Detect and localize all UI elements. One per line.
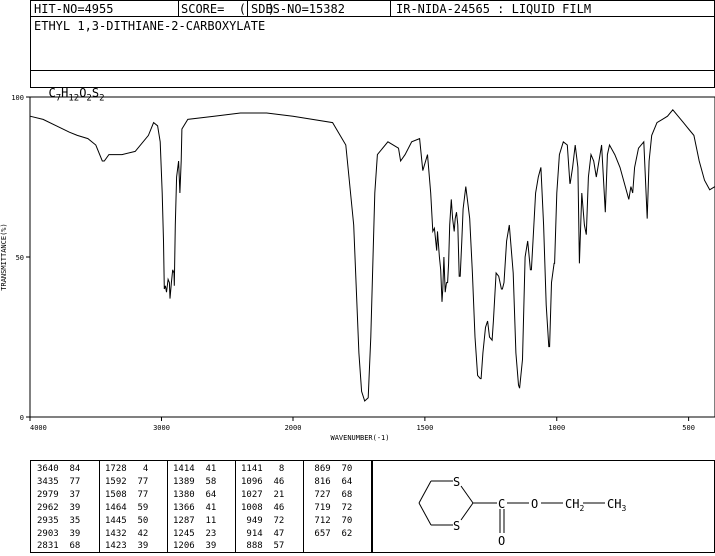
peak-entry: 1245 23 xyxy=(173,528,217,539)
peak-entry: 1414 41 xyxy=(173,464,217,474)
methylene-group: CH2 xyxy=(565,497,584,513)
peak-entry: 1508 77 xyxy=(105,489,149,500)
hit-number: HIT-NO=4955 xyxy=(34,2,114,16)
peak-column-1: 3640 84 3435 77 2979 37 2962 39 2935 35 2903 … xyxy=(37,463,80,553)
molecular-formula: C7H12O2S2 xyxy=(48,86,105,104)
methyl-group: CH3 xyxy=(607,497,626,513)
y-tick-label: 0 xyxy=(20,414,24,422)
peak-entry: 727 68 xyxy=(309,489,353,500)
peak-entry: 2903 39 xyxy=(37,528,81,539)
peak-entry xyxy=(309,540,352,553)
sulfur-atom-top: S xyxy=(453,475,460,489)
peak-table: 3640 84 3435 77 2979 37 2962 39 2935 35 2903 … xyxy=(30,460,372,553)
y-tick-label: 100 xyxy=(11,94,24,102)
x-axis-label: WAVENUMBER(-1) xyxy=(330,434,389,442)
peak-entry: 914 47 xyxy=(241,528,285,539)
peak-entry: 1366 41 xyxy=(173,502,217,513)
x-tick-label: 4000 xyxy=(30,424,47,432)
x-tick-label: 2000 xyxy=(285,424,302,432)
peak-entry: 1206 39 xyxy=(173,541,217,552)
compound-name: ETHYL 1,3-DITHIANE-2-CARBOXYLATE xyxy=(34,19,266,33)
peak-entry: 1592 77 xyxy=(105,476,149,487)
peak-entry: 816 64 xyxy=(309,476,353,487)
peak-column-3: 1414 41 1389 58 1380 64 1366 41 1287 11 1245 … xyxy=(173,463,216,553)
peak-entry: 2979 37 xyxy=(37,489,81,500)
carbon-atom: C xyxy=(498,497,505,511)
peak-entry: 949 72 xyxy=(241,515,285,526)
x-tick-label: 3000 xyxy=(153,424,170,432)
y-axis-label: TRANSMITTANCE(%) xyxy=(0,223,8,290)
plot-frame xyxy=(29,96,715,418)
oxygen-atom-ester: O xyxy=(531,497,538,511)
peak-entry: 1096 46 xyxy=(241,476,285,487)
peak-entry: 1027 21 xyxy=(241,489,285,500)
oxygen-atom-carbonyl: O xyxy=(498,534,505,548)
peak-entry: 888 57 xyxy=(241,541,285,552)
peak-entry: 2935 35 xyxy=(37,515,81,526)
x-tick-label: 1000 xyxy=(548,424,565,432)
peak-entry: 1464 59 xyxy=(105,502,149,513)
peak-entry: 1728 4 xyxy=(105,464,149,474)
peak-entry: 3435 77 xyxy=(37,476,81,487)
spectrum-line xyxy=(29,109,715,402)
peak-entry: 719 72 xyxy=(309,502,353,513)
ir-spectrum-chart: 4000 3000 2000 1500 1000 500 0 50 100 WAVENUMBE… xyxy=(0,94,715,442)
peak-entry: 1141 8 xyxy=(241,464,285,474)
sdbs-number: SDBS-NO=15382 xyxy=(251,2,345,16)
peak-entry: 2831 68 xyxy=(37,541,81,552)
molecule-structure: S S C O O CH2 CH3 xyxy=(418,475,626,548)
ir-nida-label: IR-NIDA-24565 : LIQUID FILM xyxy=(396,2,592,16)
x-tick-label: 1500 xyxy=(416,424,433,432)
score-field: SCORE= ( ) xyxy=(181,2,275,16)
peak-entry: 1423 39 xyxy=(105,541,149,552)
peak-entry: 657 62 xyxy=(309,528,353,539)
peak-entry: 1389 58 xyxy=(173,476,217,487)
peak-entry: 3640 84 xyxy=(37,464,81,474)
peak-entry: 2962 39 xyxy=(37,502,81,513)
peak-column-2: 1728 4 1592 77 1508 77 1464 59 1445 50 1432 4… xyxy=(105,463,148,553)
peak-column-4: 1141 8 1096 46 1027 21 1008 46 949 72 914 4… xyxy=(241,463,284,553)
peak-entry: 1008 46 xyxy=(241,502,285,513)
peak-entry: 1445 50 xyxy=(105,515,149,526)
peak-entry: 1432 42 xyxy=(105,528,149,539)
x-tick-label: 500 xyxy=(682,424,695,432)
peak-column-5: 869 70 816 64 727 68 719 72 712 70 657 6… xyxy=(309,463,352,553)
peak-entry: 1380 64 xyxy=(173,489,217,500)
structure-box: S S C O O CH2 CH3 xyxy=(372,460,715,553)
y-tick-label: 50 xyxy=(16,254,24,262)
peak-entry: 1287 11 xyxy=(173,515,217,526)
sulfur-atom-bottom: S xyxy=(453,519,460,533)
peak-entry: 869 70 xyxy=(309,464,353,474)
peak-entry: 712 70 xyxy=(309,515,353,526)
